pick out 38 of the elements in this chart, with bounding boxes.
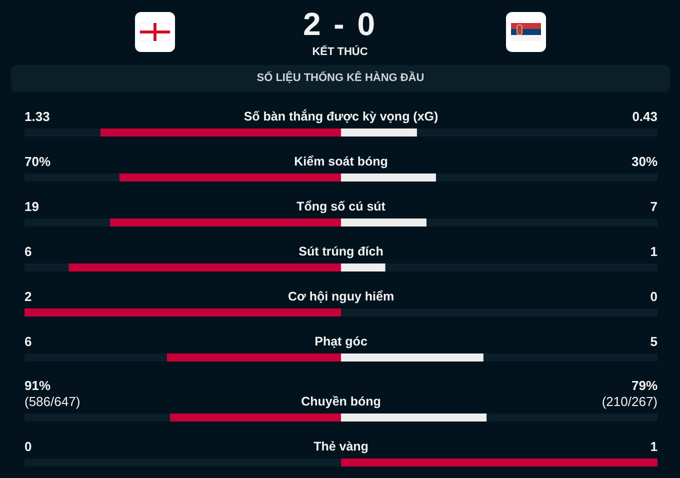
category-label: Tổng số cú sút [296,200,386,214]
text: KẾT THÚC [311,44,369,60]
category-label: Chuyền bóng [301,394,381,408]
bar [166,354,341,362]
annotation: 91% (586/647) [24,378,80,409]
annotation: 0 [24,439,32,454]
annotation: 30% [631,154,658,169]
annotation: 6 [24,244,32,259]
text: SỐ LIỆU THỐNG KÊ HÀNG ĐẦU [11,65,670,92]
annotation: 5 [650,334,658,349]
category-label: Kiểm soát bóng [294,154,388,168]
bar [119,174,341,182]
category-label: Sút trúng đích [298,244,384,258]
category-label: Phạt góc [314,334,368,348]
annotation: 19 [24,199,39,214]
annotation: 1 [650,244,658,259]
text: 2 - 0 [302,6,378,42]
bar [341,264,386,272]
bar [341,218,426,226]
annotation: 2 [24,289,32,304]
annotation: 70% [24,154,51,169]
annotation: 7 [650,199,658,214]
bar [341,354,484,362]
category-label: Số bàn thắng được kỳ vọng (xG) [244,110,438,124]
annotation: 1 [650,439,658,454]
annotation: 1.33 [24,109,50,124]
bar [24,308,341,316]
bar [100,128,341,136]
category-label: Thẻ vàng [314,440,368,454]
bar [110,218,341,226]
annotation: 0.43 [632,109,658,124]
bar [341,128,417,136]
bar [341,174,436,182]
category-label: Cơ hội nguy hiểm [288,290,394,304]
annotation: 6 [24,334,32,349]
annotation: 79% (210/267) [602,378,658,409]
bar [68,264,341,272]
annotation: 0 [650,289,658,304]
